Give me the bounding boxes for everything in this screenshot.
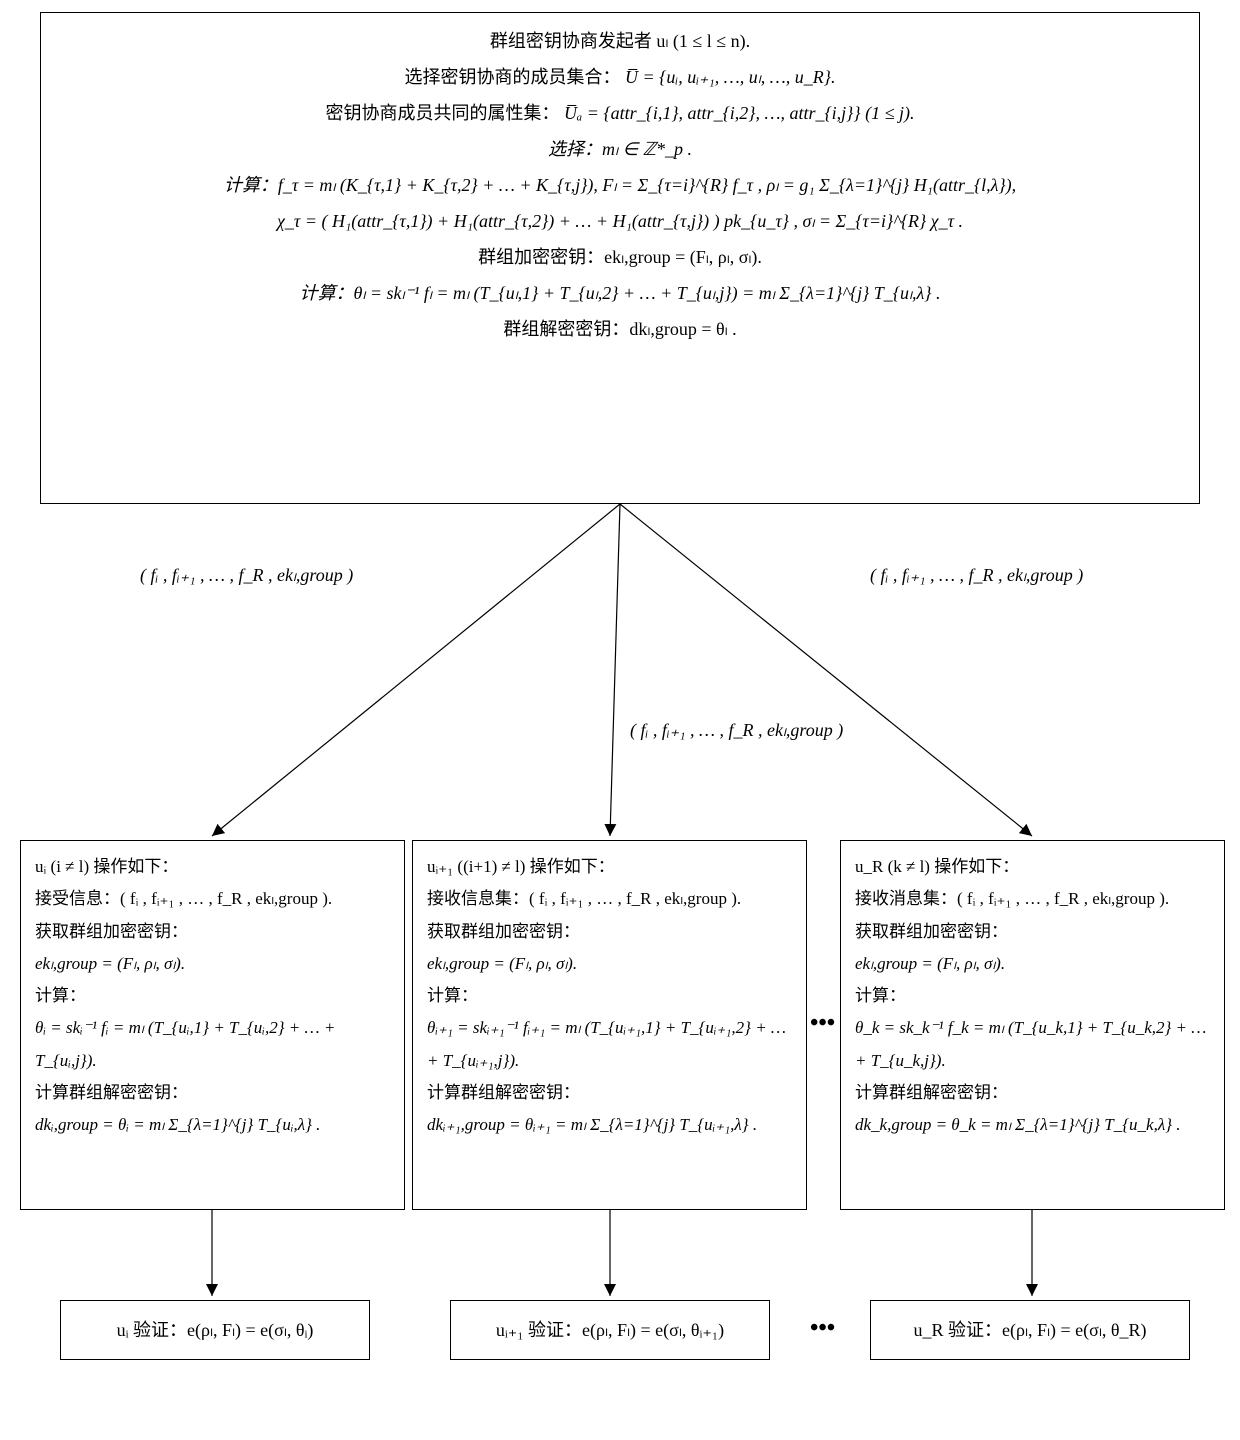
verify-text-i1: uᵢ₊₁ 验证：e(ρₗ, Fₗ) = e(σₗ, θᵢ₊₁): [496, 1316, 724, 1345]
mb3-c1: 计算：: [855, 980, 1210, 1012]
top-line-7: 群组加密密钥：ekₗ,group = (Fₗ, ρₗ, σₗ).: [55, 239, 1185, 275]
mb3-g2: ekₗ,group = (Fₗ, ρₗ, σₗ).: [855, 948, 1210, 980]
mb1-c2: θᵢ = skᵢ⁻¹ fᵢ = mₗ (T_{uᵢ,1} + T_{uᵢ,2} …: [35, 1012, 390, 1077]
verify-box-R: u_R 验证：e(ρₗ, Fₗ) = e(σₗ, θ_R): [870, 1300, 1190, 1360]
mb2-r: 接收信息集：( fᵢ , fᵢ₊₁ , … , f_R , ekₗ,group …: [427, 883, 792, 915]
initiator-box: 群组密钥协商发起者 uₗ (1 ≤ l ≤ n). 选择密钥协商的成员集合： U…: [40, 12, 1200, 504]
mb1-h: uᵢ (i ≠ l) 操作如下：: [35, 851, 390, 883]
ellipsis-bot: •••: [810, 1315, 835, 1342]
mb2-c1: 计算：: [427, 980, 792, 1012]
edge-label-right: ( fᵢ , fᵢ₊₁ , … , f_R , ekₗ,group ): [870, 565, 1083, 586]
mb2-g1: 获取群组加密密钥：: [427, 916, 792, 948]
top-line-3: 密钥协商成员共同的属性集： U̅ₐ = {attr_{i,1}, attr_{i…: [55, 95, 1185, 131]
top-line-4: 选择：mₗ ∈ ℤ*_p .: [55, 131, 1185, 167]
top-line-8: 计算：θₗ = skₗ⁻¹ fₗ = mₗ (T_{uₗ,1} + T_{uₗ,…: [55, 275, 1185, 311]
mb2-h: uᵢ₊₁ ((i+1) ≠ l) 操作如下：: [427, 851, 792, 883]
mb1-g2: ekₗ,group = (Fₗ, ρₗ, σₗ).: [35, 948, 390, 980]
mb1-d2: dkᵢ,group = θᵢ = mₗ Σ_{λ=1}^{j} T_{uᵢ,λ}…: [35, 1109, 390, 1141]
ellipsis-mid: •••: [810, 1010, 835, 1037]
mb3-d1: 计算群组解密密钥：: [855, 1077, 1210, 1109]
mb1-d1: 计算群组解密密钥：: [35, 1077, 390, 1109]
mb2-g2: ekₗ,group = (Fₗ, ρₗ, σₗ).: [427, 948, 792, 980]
mb2-c2: θᵢ₊₁ = skᵢ₊₁⁻¹ fᵢ₊₁ = mₗ (T_{uᵢ₊₁,1} + T…: [427, 1012, 792, 1077]
mb1-r: 接受信息：( fᵢ , fᵢ₊₁ , … , f_R , ekₗ,group )…: [35, 883, 390, 915]
edge-label-center: ( fᵢ , fᵢ₊₁ , … , f_R , ekₗ,group ): [630, 720, 843, 741]
edge-label-left: ( fᵢ , fᵢ₊₁ , … , f_R , ekₗ,group ): [140, 565, 353, 586]
mb3-r: 接收消息集：( fᵢ , fᵢ₊₁ , … , f_R , ekₗ,group …: [855, 883, 1210, 915]
top-line-2: 选择密钥协商的成员集合： U̅ = {uᵢ, uᵢ₊₁, …, uₗ, …, u…: [55, 59, 1185, 95]
diagram-canvas: 群组密钥协商发起者 uₗ (1 ≤ l ≤ n). 选择密钥协商的成员集合： U…: [0, 0, 1240, 1440]
top-line-1: 群组密钥协商发起者 uₗ (1 ≤ l ≤ n).: [55, 23, 1185, 59]
top-line-6: χ_τ = ( H₁(attr_{τ,1}) + H₁(attr_{τ,2}) …: [55, 203, 1185, 239]
verify-box-i: uᵢ 验证：e(ρₗ, Fₗ) = e(σₗ, θᵢ): [60, 1300, 370, 1360]
member-box-R: u_R (k ≠ l) 操作如下： 接收消息集：( fᵢ , fᵢ₊₁ , … …: [840, 840, 1225, 1210]
mb1-c1: 计算：: [35, 980, 390, 1012]
mb1-g1: 获取群组加密密钥：: [35, 916, 390, 948]
top-line-9: 群组解密密钥：dkₗ,group = θₗ .: [55, 311, 1185, 347]
top-line-5: 计算：f_τ = mₗ (K_{τ,1} + K_{τ,2} + … + K_{…: [55, 167, 1185, 203]
member-box-i: uᵢ (i ≠ l) 操作如下： 接受信息：( fᵢ , fᵢ₊₁ , … , …: [20, 840, 405, 1210]
member-box-i1: uᵢ₊₁ ((i+1) ≠ l) 操作如下： 接收信息集：( fᵢ , fᵢ₊₁…: [412, 840, 807, 1210]
verify-box-i1: uᵢ₊₁ 验证：e(ρₗ, Fₗ) = e(σₗ, θᵢ₊₁): [450, 1300, 770, 1360]
mb3-c2: θ_k = sk_k⁻¹ f_k = mₗ (T_{u_k,1} + T_{u_…: [855, 1012, 1210, 1077]
mb3-h: u_R (k ≠ l) 操作如下：: [855, 851, 1210, 883]
mb2-d2: dkᵢ₊₁,group = θᵢ₊₁ = mₗ Σ_{λ=1}^{j} T_{u…: [427, 1109, 792, 1141]
mb2-d1: 计算群组解密密钥：: [427, 1077, 792, 1109]
mb3-g1: 获取群组加密密钥：: [855, 916, 1210, 948]
verify-text-i: uᵢ 验证：e(ρₗ, Fₗ) = e(σₗ, θᵢ): [117, 1316, 314, 1345]
mb3-d2: dk_k,group = θ_k = mₗ Σ_{λ=1}^{j} T_{u_k…: [855, 1109, 1210, 1141]
verify-text-R: u_R 验证：e(ρₗ, Fₗ) = e(σₗ, θ_R): [914, 1316, 1147, 1345]
